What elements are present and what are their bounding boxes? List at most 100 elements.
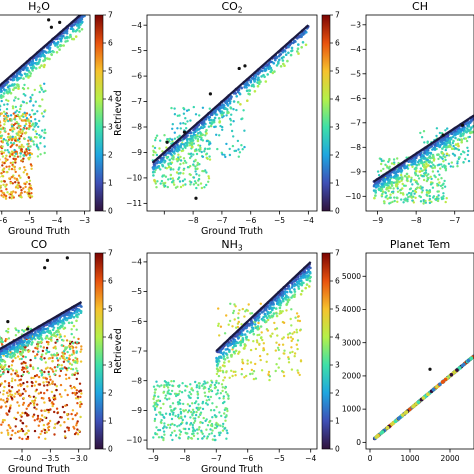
scatter-point — [398, 189, 402, 192]
scatter-point — [470, 126, 473, 129]
scatter-point — [18, 392, 21, 395]
scatter-point — [236, 139, 240, 143]
scatter-point — [411, 183, 414, 186]
scatter-point — [1, 191, 4, 194]
scatter-point — [280, 56, 284, 60]
scatter-point — [167, 165, 171, 169]
scatter-point — [207, 387, 211, 391]
scatter-point — [437, 197, 440, 200]
scatter-point — [25, 112, 29, 115]
scatter-point — [229, 106, 233, 110]
scatter-point — [240, 144, 243, 147]
scatter-point — [405, 172, 409, 176]
outlier-point — [165, 140, 169, 144]
scatter-point — [44, 323, 47, 327]
scatter-point — [300, 32, 303, 36]
scatter-point — [156, 384, 159, 387]
scatter-point — [426, 150, 429, 154]
scatter-point — [79, 360, 83, 363]
scatter-point — [77, 25, 81, 29]
scatter-point — [20, 73, 23, 77]
scatter-point — [394, 174, 397, 178]
scatter-point — [63, 435, 67, 438]
scatter-point — [219, 325, 223, 328]
colorbar-tick-label: 3 — [108, 123, 113, 132]
scatter-point — [158, 385, 161, 388]
scatter-point — [23, 72, 27, 76]
scatter-point — [428, 194, 431, 198]
diagonal-line — [0, 15, 82, 87]
scatter-point — [304, 43, 308, 47]
scatter-point — [426, 176, 429, 180]
scatter-point — [26, 414, 29, 417]
scatter-point — [446, 134, 450, 138]
scatter-point — [414, 169, 418, 173]
scatter-point — [215, 393, 218, 396]
scatter-point — [174, 434, 178, 437]
scatter-point — [160, 421, 163, 425]
scatter-point — [46, 423, 49, 426]
scatter-point — [24, 119, 27, 122]
scatter-point — [235, 326, 238, 329]
scatter-point — [22, 355, 25, 358]
scatter-point — [153, 407, 157, 410]
scatter-point — [75, 377, 79, 381]
scatter-point — [196, 139, 200, 143]
scatter-point — [255, 339, 259, 342]
scatter-point — [56, 340, 59, 343]
scatter-point — [58, 325, 62, 329]
scatter-point — [281, 310, 284, 313]
scatter-point — [204, 382, 207, 385]
panel-title: CH — [412, 0, 428, 13]
scatter-point — [457, 148, 461, 152]
scatter-point — [162, 415, 165, 419]
scatter-point — [449, 137, 453, 141]
scatter-point — [159, 139, 162, 142]
scatter-point — [163, 134, 166, 137]
scatter-point — [188, 173, 191, 176]
scatter-point — [160, 160, 163, 163]
scatter-point — [26, 435, 30, 439]
scatter-point — [29, 335, 32, 338]
scatter-point — [393, 196, 396, 199]
y-tick-label: −8 — [131, 123, 142, 132]
scatter-point — [466, 146, 469, 149]
scatter-point — [40, 112, 44, 115]
x-tick-label: −6 — [0, 216, 8, 225]
scatter-point — [14, 356, 17, 360]
scatter-point — [31, 59, 35, 63]
scatter-point — [190, 155, 193, 158]
scatter-point — [20, 148, 23, 151]
outlier-point — [45, 258, 50, 262]
scatter-point — [0, 90, 2, 93]
colorbar-tick-label: 7 — [108, 249, 113, 258]
scatter-point — [25, 68, 29, 72]
scatter-point — [224, 107, 227, 110]
scatter-point — [182, 122, 185, 125]
scatter-point — [54, 341, 57, 344]
scatter-point — [170, 380, 173, 383]
scatter-point — [275, 363, 278, 366]
scatter-point — [43, 136, 46, 140]
title-main: CH — [412, 0, 428, 13]
scatter-point — [29, 364, 32, 368]
scatter-point — [225, 114, 228, 117]
scatter-point — [422, 199, 425, 202]
scatter-point — [226, 110, 229, 114]
scatter-point — [297, 35, 301, 38]
scatter-point — [39, 142, 42, 145]
scatter-point — [405, 176, 409, 179]
scatter-point — [464, 157, 467, 161]
scatter-point — [163, 385, 166, 389]
scatter-point — [32, 376, 35, 380]
scatter-point — [12, 196, 15, 199]
scatter-point — [237, 155, 240, 158]
scatter-point — [213, 434, 216, 438]
scatter-point — [0, 128, 3, 131]
scatter-point — [380, 162, 383, 166]
scatter-point — [14, 139, 17, 142]
scatter-point — [67, 366, 71, 370]
scatter-point — [215, 379, 218, 383]
scatter-point — [204, 394, 207, 398]
scatter-point — [179, 402, 182, 405]
